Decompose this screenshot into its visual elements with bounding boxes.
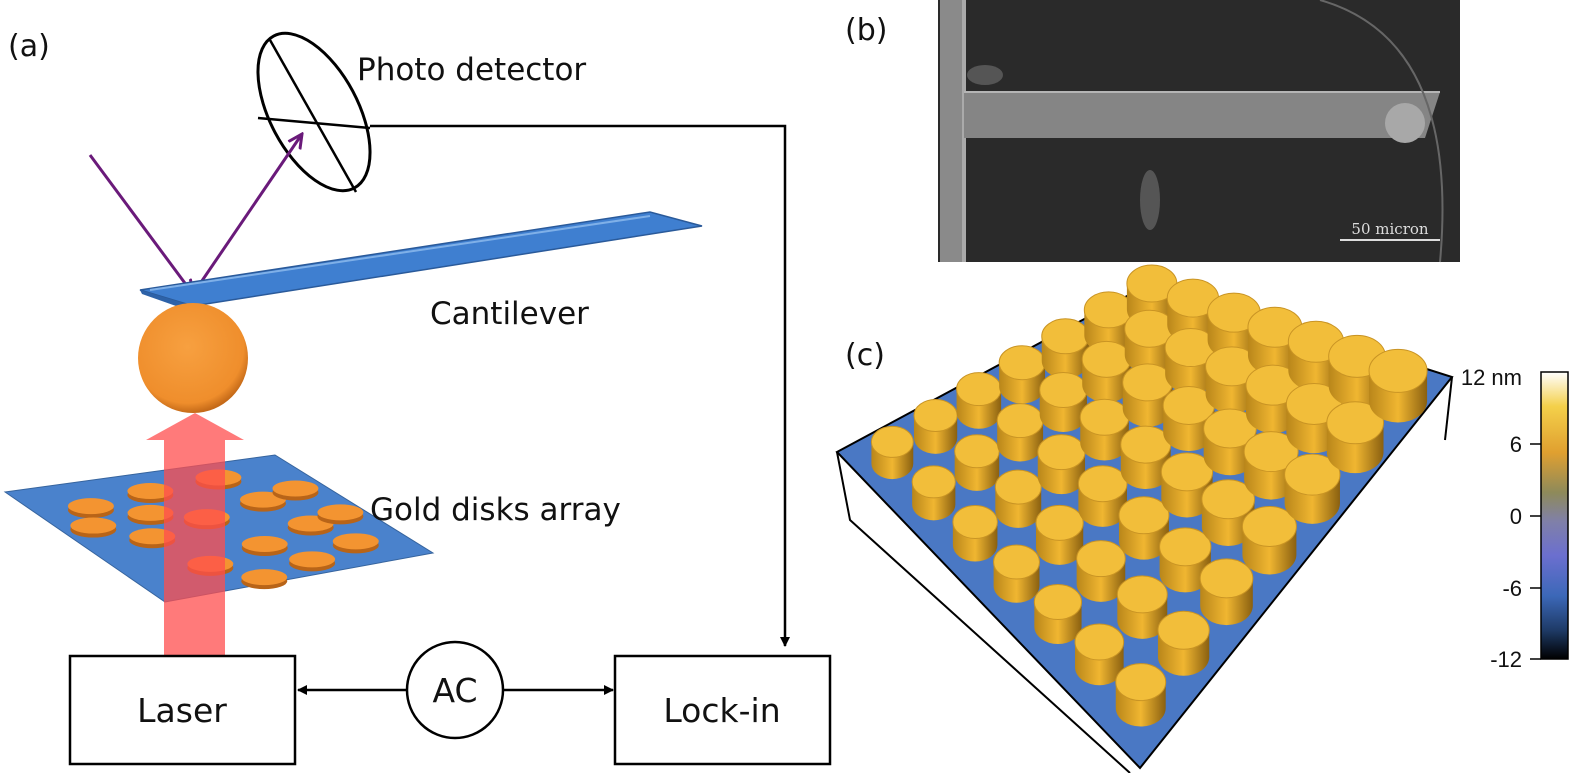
panel-label-b: (b) [845,13,887,48]
afm-gold-pillar [1077,465,1128,527]
afm-gold-pillar [996,403,1044,462]
gold-disk-top [332,533,379,550]
afm-gold-pillar [1033,584,1083,645]
sem-image: 50 micron [938,0,1460,263]
panel-c: (c) 12 nm 6 0 -6 -12 [835,264,1569,773]
photo-detector-icon [256,31,372,193]
afm-gold-pillar [1083,291,1134,354]
afm-gold-pillar [1326,401,1385,474]
afm-gold-pillar [952,504,998,562]
afm-gold-pillar [1159,527,1212,593]
afm-gold-pillar [1035,504,1084,565]
panel-label-a: (a) [8,29,50,64]
colorbar-tick-label: -12 [1490,647,1522,672]
afm-gold-pillar [1074,623,1125,686]
afm-gold-pillar [1368,348,1428,423]
afm-gold-pillar [1122,363,1174,427]
gold-disk-top [241,536,288,553]
probe-sphere [138,303,248,413]
gold-disk-top [67,498,114,515]
gold-disk-top [289,551,336,568]
afm-gold-pillar [1245,364,1301,434]
afm-gold-pillar [1201,479,1256,546]
gold-disk-top [272,480,319,497]
afm-gold-pillar [1037,434,1086,495]
afm-gold-pillar [998,345,1046,404]
laser-box [68,654,297,766]
cantilever [139,211,703,312]
afm-gold-pillar [1241,506,1297,575]
afm-gold-pillar [1160,452,1214,518]
afm-gold-pillar [954,434,1000,491]
afm-3d-image [835,264,1454,773]
gold-disk-top [317,504,364,521]
colorbar-ticks [1530,443,1541,660]
signal-line [370,124,790,647]
laser-label: Laser [137,691,227,730]
panel-a: (a) Photo detector Cantilever Gold disks… [3,29,832,766]
gold-disk-top [127,504,174,521]
afm-gold-pillar [1081,340,1132,403]
afm-gold-pillar [956,372,1002,429]
afm-gold-pillar [1039,372,1088,432]
afm-gold-pillar [1120,425,1172,489]
panel-label-c: (c) [845,338,885,373]
afm-gold-pillar [1124,309,1176,374]
afm-gold-pillar [1115,663,1167,727]
afm-gold-pillar [1199,558,1254,626]
afm-gold-pillar [1079,398,1130,461]
ac-label: AC [432,671,477,710]
gold-disk-top [129,528,176,545]
afm-gold-pillar [1076,540,1126,602]
afm-gold-pillar [913,398,958,454]
incident-beam [88,154,193,294]
photo-detector-label: Photo detector [357,52,586,88]
afm-gold-pillar [1162,385,1215,452]
colorbar-tick-label: 12 nm [1461,365,1522,390]
afm-gold-pillar [911,465,956,521]
afm-gold-pillar [1157,610,1210,676]
gold-disk-top [70,517,117,534]
afm-gold-pillar [994,469,1042,528]
reflected-beam [191,134,302,295]
afm-gold-pillar [1118,496,1170,560]
colorbar [1540,371,1569,660]
afm-gold-pillar [1164,328,1217,394]
gold-disk-top [127,483,174,500]
afm-gold-pillar [1203,408,1257,476]
laser-beam [146,413,244,655]
afm-gold-pillar [870,425,914,480]
afm-gold-pillar [1207,292,1261,360]
afm-gold-pillar [1116,575,1168,639]
gold-disk-top [241,569,288,586]
afm-gold-pillar [993,544,1040,603]
scale-bar-label: 50 micron [1351,220,1428,238]
colorbar-tick-label: 6 [1510,432,1522,457]
cantilever-label: Cantilever [430,296,589,332]
gold-disks-label: Gold disks array [370,492,621,528]
afm-gold-pillar [1284,453,1341,524]
colorbar-tick-label: -6 [1502,576,1522,601]
afm-gold-pillar [1205,346,1259,414]
lockin-box [613,654,832,766]
afm-gold-pillar [1041,318,1090,379]
lockin-label: Lock-in [663,691,780,730]
panel-b: (b) 50 micron [845,0,1460,263]
colorbar-tick-label: 0 [1510,504,1522,529]
